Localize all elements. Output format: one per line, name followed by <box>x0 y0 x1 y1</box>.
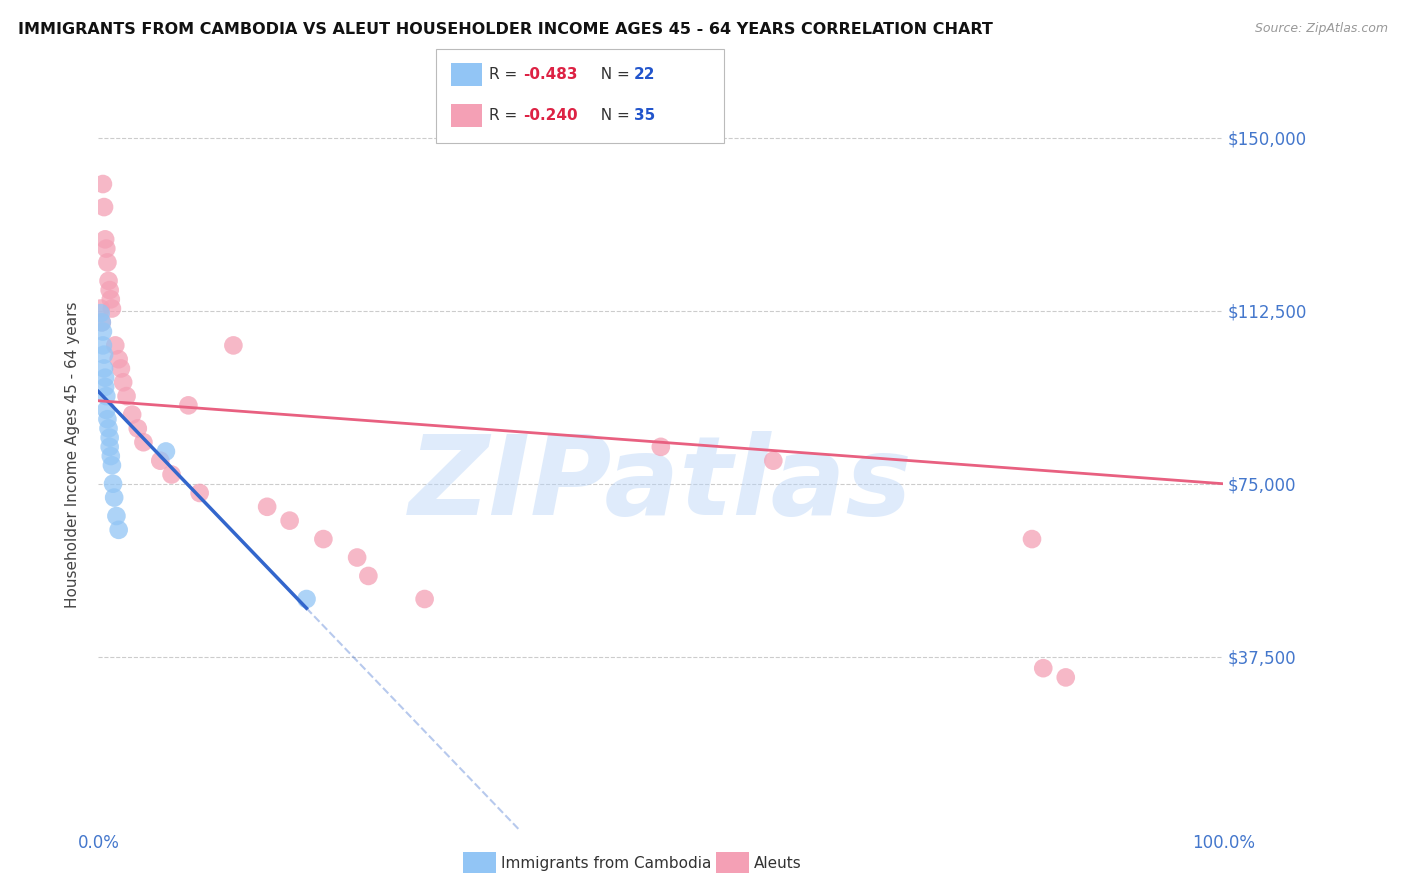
Point <box>96 389 118 403</box>
Point <box>107 523 129 537</box>
Point <box>93 348 115 362</box>
Point <box>91 325 114 339</box>
Point <box>97 274 120 288</box>
Point <box>177 398 200 412</box>
Point <box>96 242 118 256</box>
Point <box>100 293 122 307</box>
Text: 35: 35 <box>634 108 655 123</box>
Text: -0.240: -0.240 <box>523 108 578 123</box>
Point <box>357 569 380 583</box>
Point <box>104 338 127 352</box>
Point <box>90 306 112 320</box>
Point <box>91 338 114 352</box>
Point <box>312 532 335 546</box>
Point <box>90 315 112 329</box>
Point <box>96 255 118 269</box>
Point <box>98 440 121 454</box>
Point <box>101 301 124 316</box>
Text: Source: ZipAtlas.com: Source: ZipAtlas.com <box>1254 22 1388 36</box>
Point <box>278 514 301 528</box>
Point <box>100 449 122 463</box>
Point <box>96 403 118 417</box>
Point <box>98 431 121 445</box>
Point <box>93 361 115 376</box>
Point <box>222 338 245 352</box>
Point <box>103 491 125 505</box>
Point <box>127 421 149 435</box>
Text: 22: 22 <box>634 67 655 82</box>
Text: R =: R = <box>489 108 523 123</box>
Point <box>1021 532 1043 546</box>
Point <box>188 486 211 500</box>
Text: R =: R = <box>489 67 523 82</box>
Point <box>90 301 112 316</box>
Point <box>94 232 117 246</box>
Point <box>98 283 121 297</box>
Point <box>413 592 436 607</box>
Point <box>101 476 124 491</box>
Point <box>94 370 117 384</box>
Point <box>155 444 177 458</box>
Point <box>93 200 115 214</box>
Point <box>112 376 135 390</box>
Point <box>762 453 785 467</box>
Point <box>101 458 124 473</box>
Text: Immigrants from Cambodia: Immigrants from Cambodia <box>501 856 711 871</box>
Point <box>149 453 172 467</box>
Point <box>91 177 114 191</box>
Point <box>256 500 278 514</box>
Point <box>105 508 128 523</box>
Point <box>295 592 318 607</box>
Point <box>94 380 117 394</box>
Point <box>97 421 120 435</box>
Point <box>1054 670 1077 684</box>
Text: N =: N = <box>591 108 634 123</box>
Y-axis label: Householder Income Ages 45 - 64 years: Householder Income Ages 45 - 64 years <box>65 301 80 608</box>
Point <box>1032 661 1054 675</box>
Text: Aleuts: Aleuts <box>754 856 801 871</box>
Point <box>107 352 129 367</box>
Point <box>110 361 132 376</box>
Point <box>121 408 143 422</box>
Point <box>90 315 112 329</box>
Point <box>346 550 368 565</box>
Point <box>132 435 155 450</box>
Text: IMMIGRANTS FROM CAMBODIA VS ALEUT HOUSEHOLDER INCOME AGES 45 - 64 YEARS CORRELAT: IMMIGRANTS FROM CAMBODIA VS ALEUT HOUSEH… <box>18 22 993 37</box>
Text: N =: N = <box>591 67 634 82</box>
Text: ZIPatlas: ZIPatlas <box>409 432 912 539</box>
Point <box>160 467 183 482</box>
Text: -0.483: -0.483 <box>523 67 578 82</box>
Point <box>96 412 118 426</box>
Point <box>115 389 138 403</box>
Point <box>650 440 672 454</box>
